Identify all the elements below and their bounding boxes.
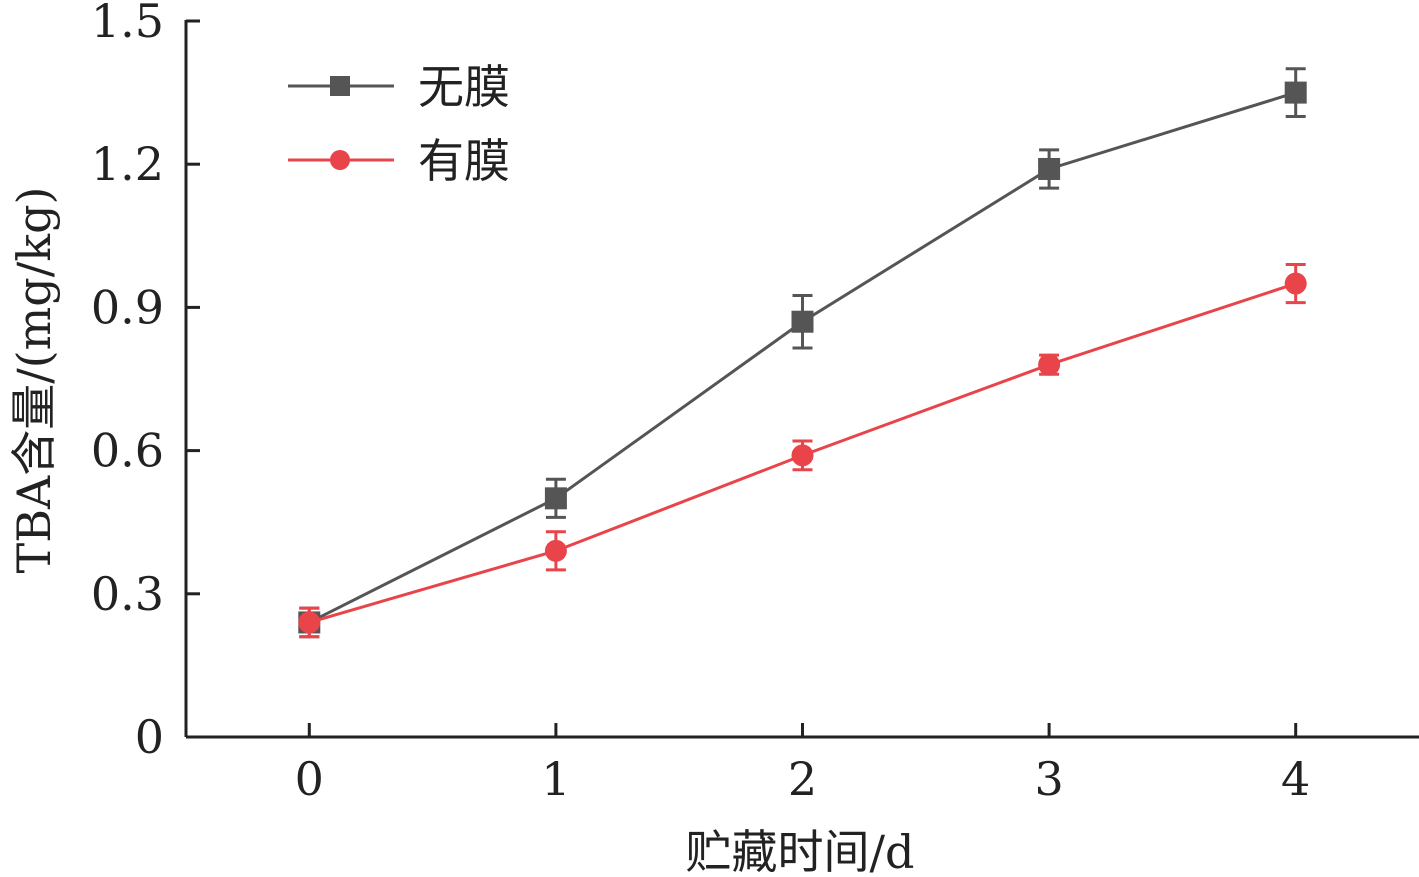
- y-tick-label: 0: [135, 710, 164, 764]
- x-tick-label: 1: [541, 752, 570, 806]
- data-point: [544, 487, 567, 510]
- data-point: [791, 444, 814, 467]
- y-tick-label: 1.2: [91, 137, 164, 191]
- x-axis-title: 贮藏时间/d: [686, 825, 915, 877]
- y-axis-title: TBA含量/(mg/kg): [7, 187, 61, 574]
- x-tick-label: 4: [1281, 752, 1310, 806]
- data-point: [1284, 272, 1307, 295]
- x-tick-label: 0: [295, 752, 324, 806]
- data-point: [544, 539, 567, 562]
- data-point: [298, 611, 321, 634]
- axes: 0 0.3 0.6 0.9 1.2 1.5 0 1 2 3 4: [91, 0, 1419, 806]
- x-tick-label: 3: [1034, 752, 1063, 806]
- data-point: [791, 310, 814, 333]
- x-tick-label: 2: [788, 752, 817, 806]
- legend-marker: [330, 76, 350, 96]
- data-point: [1038, 353, 1061, 376]
- series-layer: [298, 67, 1307, 639]
- legend-marker: [330, 150, 350, 170]
- y-tick-label: 0.9: [91, 280, 164, 334]
- y-tick-label: 0.3: [91, 567, 164, 621]
- data-point: [1038, 157, 1061, 180]
- y-tick-label: 1.5: [91, 0, 164, 48]
- legend-label: 有膜: [418, 134, 510, 188]
- y-tick-label: 0.6: [91, 424, 164, 478]
- series-2: [298, 262, 1307, 639]
- legend-label: 无膜: [418, 60, 510, 114]
- legend-item-2: 有膜: [288, 134, 510, 188]
- data-point: [1284, 81, 1307, 104]
- legend-item-1: 无膜: [288, 60, 510, 114]
